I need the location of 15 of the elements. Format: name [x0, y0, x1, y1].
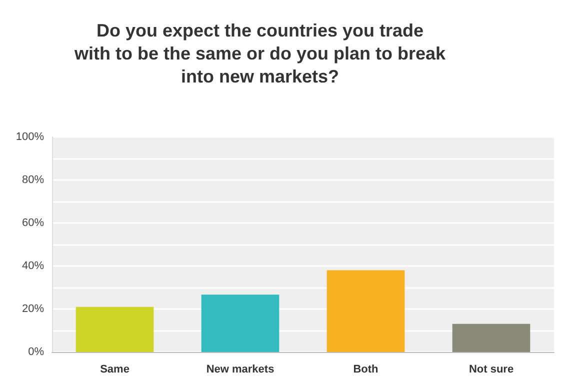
bar: [201, 294, 280, 352]
y-tick-label: 100%: [16, 131, 44, 143]
y-tick-label: 80%: [22, 174, 44, 186]
chart-title: Do you expect the countries you trade with to be the same or do you plan to break into new markets?: [73, 20, 447, 86]
bar: [452, 324, 530, 352]
y-tick-label: 20%: [22, 303, 44, 315]
y-tick-label: 60%: [22, 217, 44, 229]
x-tick-label: Both: [353, 364, 379, 376]
x-tick-label: Same: [100, 364, 130, 376]
bar: [76, 306, 154, 352]
y-tick-label: 0%: [28, 346, 44, 358]
x-tick-label: Not sure: [468, 364, 514, 376]
bar: [326, 270, 405, 352]
x-tick-label: New markets: [206, 364, 274, 376]
y-tick-label: 40%: [22, 260, 44, 272]
